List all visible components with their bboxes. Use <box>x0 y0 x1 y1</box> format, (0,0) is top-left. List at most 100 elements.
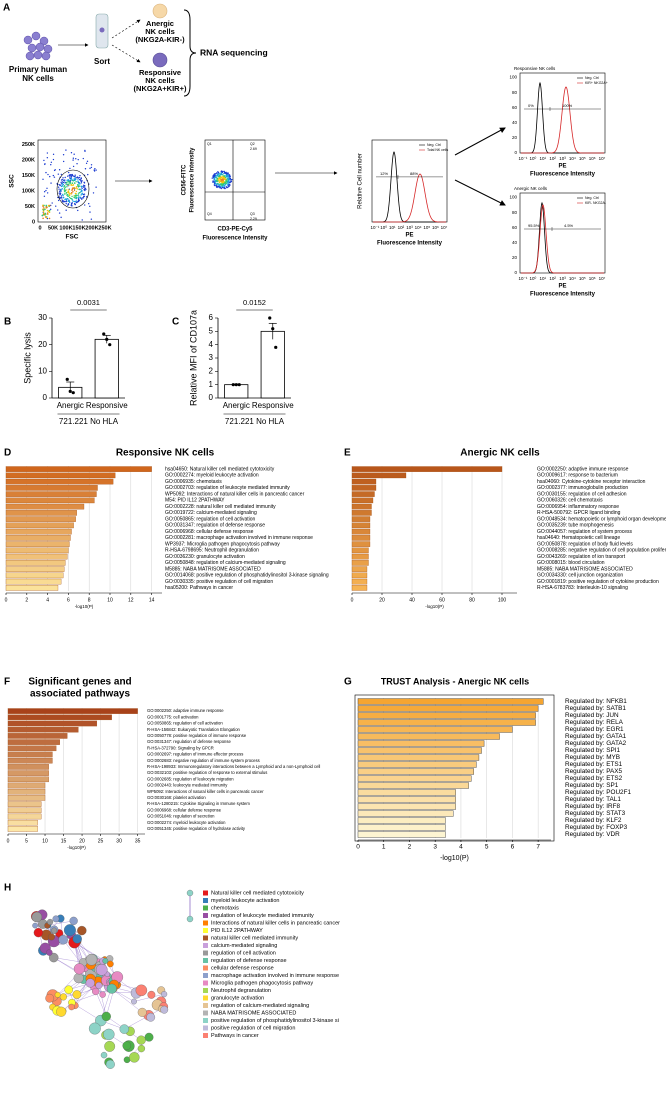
bar <box>351 516 371 522</box>
legend-swatch <box>203 965 208 971</box>
label: NK cells <box>145 76 175 85</box>
label: 4.5% <box>564 223 574 228</box>
network-node <box>147 990 156 999</box>
bar <box>351 491 375 497</box>
legend-label: chemotaxis <box>211 905 239 911</box>
network-node <box>32 922 38 929</box>
event-dot <box>70 151 73 154</box>
nk-cell <box>31 31 41 41</box>
label: 250K <box>98 225 111 231</box>
event-dot <box>219 179 221 181</box>
replicate-point <box>65 377 69 381</box>
plot-frame <box>354 694 555 842</box>
event-dot <box>69 174 72 176</box>
bar <box>357 719 536 726</box>
legend-label: regulation of cell activation <box>211 950 276 956</box>
event-dot <box>79 174 81 177</box>
error-bar <box>268 322 277 340</box>
replicate-point <box>108 343 112 347</box>
label: 200K <box>22 157 35 163</box>
legend-swatch <box>203 943 208 948</box>
bar <box>351 510 372 516</box>
bar <box>5 541 70 547</box>
event-dot <box>222 180 225 183</box>
event-dot <box>61 200 64 202</box>
event-dot <box>52 158 55 161</box>
x-tick-label: 80 <box>469 597 475 603</box>
legend-label: granulocyte activation <box>211 995 264 1001</box>
plot-frame <box>519 72 606 154</box>
label: 10⁴ <box>569 156 576 161</box>
legend-label: Neutrophil degranulation <box>211 988 271 994</box>
label: 10⁶ <box>589 276 596 281</box>
event-dot <box>60 216 62 219</box>
histogram-curve <box>373 173 446 223</box>
bar <box>357 754 480 761</box>
event-dot <box>69 181 71 184</box>
event-dot <box>72 165 75 168</box>
brace <box>183 9 197 97</box>
network-node <box>45 993 55 1003</box>
legend-swatch <box>203 1025 208 1031</box>
event-dot <box>66 193 69 196</box>
legend-swatch <box>203 958 208 963</box>
replicate-point <box>231 383 235 387</box>
network-node <box>73 963 85 975</box>
event-dot <box>63 188 66 190</box>
event-dot <box>77 176 79 179</box>
event-dot <box>45 204 48 207</box>
bar <box>357 761 477 768</box>
x-axis-label: 721.221 No HLA <box>59 417 119 426</box>
event-dot <box>217 180 219 183</box>
y-tick-label: 6 <box>209 313 214 322</box>
event-dot <box>81 187 83 190</box>
event-dot <box>81 192 83 194</box>
event-dot <box>59 184 61 187</box>
x-tick-label: 10 <box>107 597 113 603</box>
event-dot <box>59 189 62 191</box>
event-dot <box>78 188 80 190</box>
event-dot <box>215 182 217 185</box>
legend-label: natural killer cell mediated immunity <box>211 935 298 941</box>
event-dot <box>46 209 49 212</box>
event-dot <box>71 205 73 207</box>
event-dot <box>45 216 48 219</box>
event-dot <box>223 185 226 187</box>
event-dot <box>62 179 65 181</box>
network-node <box>72 990 82 999</box>
category-label: GO:0050865: regulation of cell activatio… <box>147 721 223 726</box>
event-dot <box>83 185 86 187</box>
event-dot <box>221 185 223 188</box>
event-dot <box>75 196 78 199</box>
x-tick-label: 0 <box>351 597 354 603</box>
label: 80 <box>512 210 518 215</box>
event-dot <box>69 182 71 185</box>
bar <box>5 497 95 504</box>
event-dot <box>213 181 215 183</box>
event-dot <box>215 174 217 177</box>
event-dot <box>220 183 223 185</box>
event-dot <box>67 179 69 181</box>
event-dot <box>57 199 60 202</box>
event-dot <box>68 201 71 204</box>
bar <box>357 740 485 747</box>
category-label: GO:0002697: regulation of immune effecto… <box>147 752 243 757</box>
network-node <box>56 1006 67 1017</box>
x-tick-label: 3 <box>433 844 437 851</box>
event-dot <box>225 182 227 185</box>
x-tick-label: 40 <box>409 597 415 603</box>
y-tick-label: 2 <box>209 366 214 375</box>
event-dot <box>84 168 87 170</box>
event-dot <box>61 199 63 201</box>
event-dot <box>66 186 68 188</box>
bar <box>357 768 475 775</box>
event-dot <box>80 194 82 196</box>
bar <box>5 491 97 497</box>
network-node <box>85 978 95 988</box>
label: Responsive NK cells <box>514 66 556 71</box>
network-node <box>119 1024 130 1034</box>
legend-label: calcium-mediated signaling <box>211 943 277 949</box>
category-label: GO:0050865: regulation of cell activatio… <box>165 516 256 522</box>
event-dot <box>220 181 222 183</box>
